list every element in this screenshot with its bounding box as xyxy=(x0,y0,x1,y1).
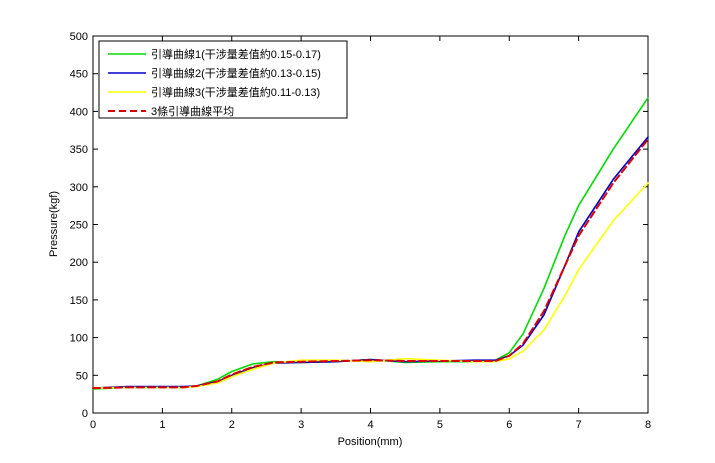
legend-label: 3條引導曲線平均 xyxy=(151,104,234,118)
x-tick-label: 8 xyxy=(645,419,651,431)
series-line-4 xyxy=(92,138,649,390)
x-tick-label: 2 xyxy=(229,419,235,431)
legend: 引導曲線1(干涉量差值約0.15-0.17) 引導曲線2(干涉量差值約0.13-0… xyxy=(98,40,348,119)
y-tick-label: 300 xyxy=(70,182,88,194)
y-tick-label: 150 xyxy=(70,295,88,307)
tick-labels: 0 1 2 3 4 5 6 7 8 0 50 100 150 200 250 300 350 400 450 500 xyxy=(70,31,651,431)
series-lines xyxy=(92,97,649,390)
legend-label: 引導曲線3(干涉量差值約0.11-0.13) xyxy=(151,85,320,99)
y-axis-label: Pressure(kgf) xyxy=(48,191,60,257)
x-tick-label: 7 xyxy=(576,419,582,431)
x-tick-label: 0 xyxy=(90,419,96,431)
y-tick-label: 400 xyxy=(70,106,88,118)
x-tick-label: 1 xyxy=(159,419,165,431)
x-tick-label: 6 xyxy=(506,419,512,431)
y-tick-label: 50 xyxy=(76,370,88,382)
legend-label: 引導曲線2(干涉量差值約0.13-0.15) xyxy=(151,66,321,80)
legend-label: 引導曲線1(干涉量差值約0.15-0.17) xyxy=(151,47,321,61)
x-tick-label: 5 xyxy=(437,419,443,431)
y-tick-label: 200 xyxy=(70,257,88,269)
y-tick-label: 250 xyxy=(70,220,88,232)
x-tick-label: 4 xyxy=(367,419,373,431)
y-tick-label: 450 xyxy=(70,69,88,81)
x-axis-label: Position(mm) xyxy=(338,436,403,448)
y-tick-label: 0 xyxy=(82,408,88,420)
y-tick-label: 500 xyxy=(70,31,88,43)
y-tick-label: 100 xyxy=(70,333,88,345)
y-tick-label: 350 xyxy=(70,144,88,156)
x-tick-label: 3 xyxy=(298,419,304,431)
